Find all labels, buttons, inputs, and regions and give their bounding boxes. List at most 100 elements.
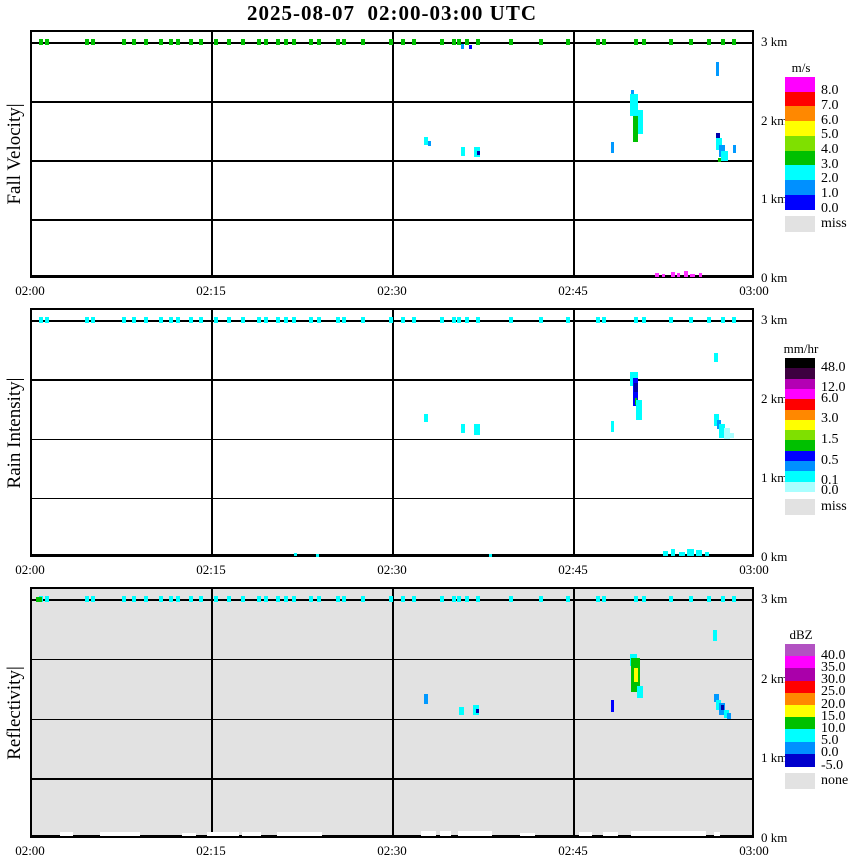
detection-tick: [85, 317, 89, 323]
colorbar-tick-label: 0.0: [821, 745, 839, 761]
detection-tick: [189, 39, 193, 45]
colorbar-tick-label: 30.0: [821, 672, 846, 688]
colorbar-tick-label: -5.0: [821, 757, 844, 773]
colorbar-title-ms: m/s: [791, 60, 811, 75]
colorbar-block: [785, 399, 815, 411]
colorbar-tick-label: 0.5: [821, 452, 839, 468]
colorbar-block: [785, 150, 815, 166]
colorbar-missing-block: [785, 216, 815, 233]
colorbar-block: [785, 388, 815, 400]
detection-tick: [176, 596, 180, 602]
detection-tick: [284, 596, 288, 602]
grid-line-vertical: [573, 30, 575, 278]
height-tick-label: 3 km: [761, 312, 788, 327]
detection-tick: [689, 317, 693, 323]
height-tick-label: 3 km: [761, 591, 788, 606]
data-cell: [36, 597, 42, 602]
detection-tick: [292, 39, 296, 45]
colorbar-tick-label: 0.0: [821, 483, 839, 499]
colorbar-block: [785, 656, 815, 669]
time-tick-label: 02:45: [558, 843, 588, 858]
colorbar-block: [785, 358, 815, 369]
data-cell: [713, 630, 717, 641]
data-cell: [721, 705, 724, 710]
data-cell: [721, 151, 728, 161]
colorbar-tick-label: 0.1: [821, 473, 839, 489]
colorbar-block: [785, 409, 815, 421]
detection-tick: [169, 317, 173, 323]
colorbar-tick-label: 12.0: [821, 380, 846, 396]
grid-line-vertical: [211, 308, 213, 557]
detection-tick: [721, 596, 725, 602]
detection-tick: [227, 596, 231, 602]
detection-tick: [45, 39, 49, 45]
detection-tick: [412, 317, 416, 323]
colorbar-block: [785, 121, 815, 137]
data-cell: [671, 549, 675, 556]
data-cell: [631, 831, 706, 836]
colorbar-missing-label: miss: [821, 216, 847, 232]
detection-tick: [669, 39, 673, 45]
data-cell: [662, 274, 665, 277]
colorbar-tick-label: 15.0: [821, 708, 846, 724]
detection-tick: [596, 317, 600, 323]
colorbar-tick-label: 7.0: [821, 97, 839, 113]
colorbar-tick-label: 5.0: [821, 733, 839, 749]
colorbar-block: [785, 644, 815, 657]
data-cell: [461, 424, 465, 433]
chart-title: 2025-08-07 02:00-03:00 UTC: [246, 1, 538, 25]
detection-tick: [457, 596, 461, 602]
data-cell: [428, 141, 431, 146]
grid-line-vertical: [392, 587, 394, 838]
colorbar-tick-label: 48.0: [821, 359, 846, 375]
colorbar-tick-label: 40.0: [821, 647, 846, 663]
height-tick-label: 3 km: [761, 34, 788, 49]
data-cell: [705, 552, 709, 556]
data-cell: [277, 832, 322, 836]
colorbar-tick-label: 6.0: [821, 390, 839, 406]
detection-tick: [159, 596, 163, 602]
detection-tick: [707, 596, 711, 602]
colorbar-block: [785, 77, 815, 93]
time-tick-label: 03:00: [739, 283, 769, 298]
detection-tick: [412, 596, 416, 602]
detection-tick: [317, 596, 321, 602]
detection-tick: [276, 39, 280, 45]
detection-tick: [465, 39, 469, 45]
data-cell: [716, 133, 720, 139]
detection-tick: [566, 39, 570, 45]
detection-tick: [401, 39, 405, 45]
grid-line-vertical: [392, 30, 394, 278]
colorbar-block: [785, 692, 815, 706]
data-cell: [724, 428, 730, 439]
detection-tick: [539, 317, 543, 323]
detection-tick: [169, 596, 173, 602]
colorbar-block: [785, 91, 815, 107]
detection-tick: [227, 39, 231, 45]
data-cell: [424, 137, 428, 145]
data-cell: [635, 110, 643, 134]
detection-tick: [189, 596, 193, 602]
data-cell: [611, 421, 614, 432]
data-cell: [684, 271, 688, 277]
colorbar-tick-label: 20.0: [821, 696, 846, 712]
colorbar-missing-label: none: [821, 773, 849, 788]
colorbar-title-mmhr: mm/hr: [783, 341, 819, 356]
detection-tick: [602, 596, 606, 602]
data-cell: [316, 554, 319, 557]
detection-tick: [476, 317, 480, 323]
colorbar-block: [785, 440, 815, 452]
detection-tick: [85, 596, 89, 602]
data-cell: [733, 145, 736, 153]
detection-tick: [199, 596, 203, 602]
data-cell: [716, 700, 721, 710]
detection-tick: [342, 317, 346, 323]
detection-tick: [476, 39, 480, 45]
data-cell: [714, 414, 719, 426]
detection-tick: [276, 596, 280, 602]
colorbar-tick-label: 25.0: [821, 684, 846, 700]
detection-tick: [412, 39, 416, 45]
